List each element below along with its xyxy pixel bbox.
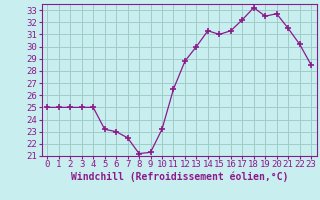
X-axis label: Windchill (Refroidissement éolien,°C): Windchill (Refroidissement éolien,°C) xyxy=(70,172,288,182)
